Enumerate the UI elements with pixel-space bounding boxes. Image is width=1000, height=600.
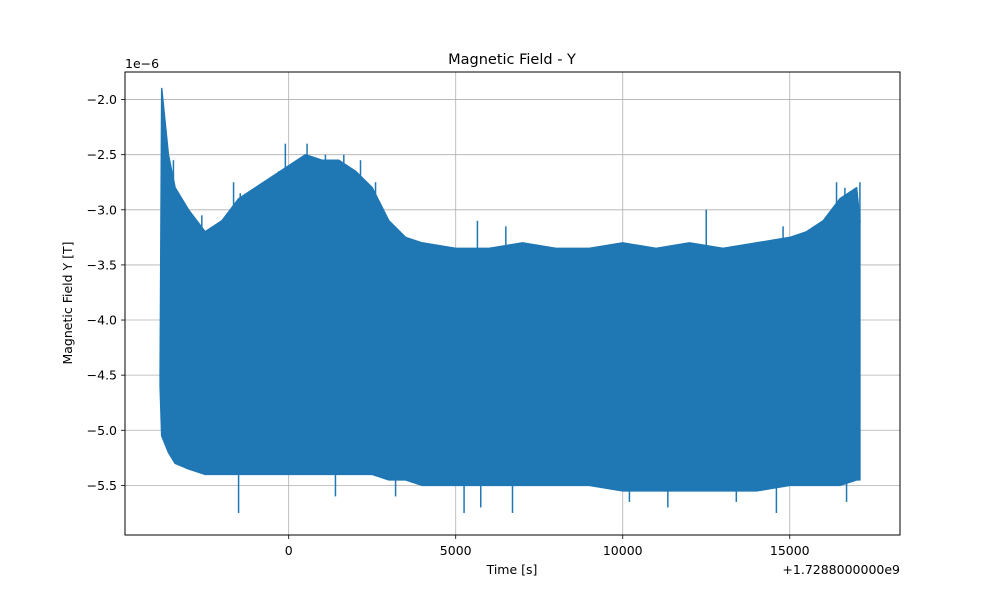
chart-title: Magnetic Field - Y <box>448 52 576 68</box>
x-axis-ticks: 0 5000 10000 15000 <box>285 535 810 558</box>
x-tick-label: 10000 <box>603 543 643 558</box>
signal-envelope <box>159 87 861 492</box>
x-axis-label: Time [s] <box>486 562 538 577</box>
x-tick-label: 15000 <box>770 543 810 558</box>
series-magnetic-field-y <box>159 87 861 513</box>
x-tick-label: 0 <box>285 543 293 558</box>
y-axis-ticks: −2.0 −2.5 −3.0 −3.5 −4.0 −4.5 −5.0 −5.5 <box>87 92 125 493</box>
y-tick-label: −2.5 <box>87 147 117 162</box>
y-tick-label: −2.0 <box>87 92 117 107</box>
y-tick-label: −3.5 <box>87 257 117 272</box>
y-tick-label: −5.0 <box>87 423 117 438</box>
y-tick-label: −4.5 <box>87 368 117 383</box>
y-axis-scale-text: 1e−6 <box>125 56 159 71</box>
x-tick-label: 5000 <box>440 543 472 558</box>
plot-frame <box>124 71 901 536</box>
y-tick-label: −4.0 <box>87 313 117 328</box>
y-tick-label: −5.5 <box>87 478 117 493</box>
y-tick-label: −3.0 <box>87 202 117 217</box>
x-axis-offset-text: +1.7288000000e9 <box>782 562 900 577</box>
y-axis-label: Magnetic Field Y [T] <box>60 241 75 364</box>
